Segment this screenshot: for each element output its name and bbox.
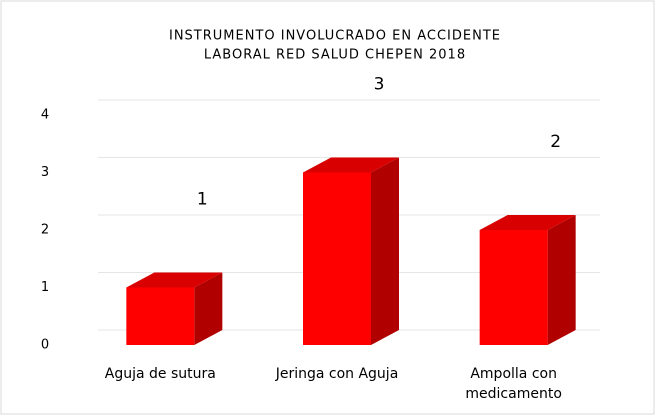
bar [126,287,195,345]
data-label: 1 [197,190,208,210]
bar-side [371,157,399,345]
bar [479,230,548,345]
chart-title: INSTRUMENTO INVOLUCRADO EN ACCIDENTE [169,29,501,44]
bar-top [126,272,223,288]
x-tick-label: Aguja de sutura [104,366,216,382]
data-label: 3 [374,75,385,95]
y-tick-label: 0 [41,338,49,353]
y-tick-label: 1 [41,280,49,295]
y-tick-label: 4 [41,108,49,123]
data-label: 2 [550,132,561,152]
x-tick-label: Jeringa con Aguja [275,366,399,382]
bar-side [547,215,576,345]
bar-top [479,215,576,230]
x-tick-label: Ampolla con medicamento [465,366,562,402]
bar-side [194,272,223,345]
bar-top [303,157,399,173]
chart-title: LABORAL RED SALUD CHEPEN 2018 [204,48,466,63]
y-tick-label: 3 [41,165,49,180]
bar [303,172,371,345]
y-tick-label: 2 [41,223,49,238]
